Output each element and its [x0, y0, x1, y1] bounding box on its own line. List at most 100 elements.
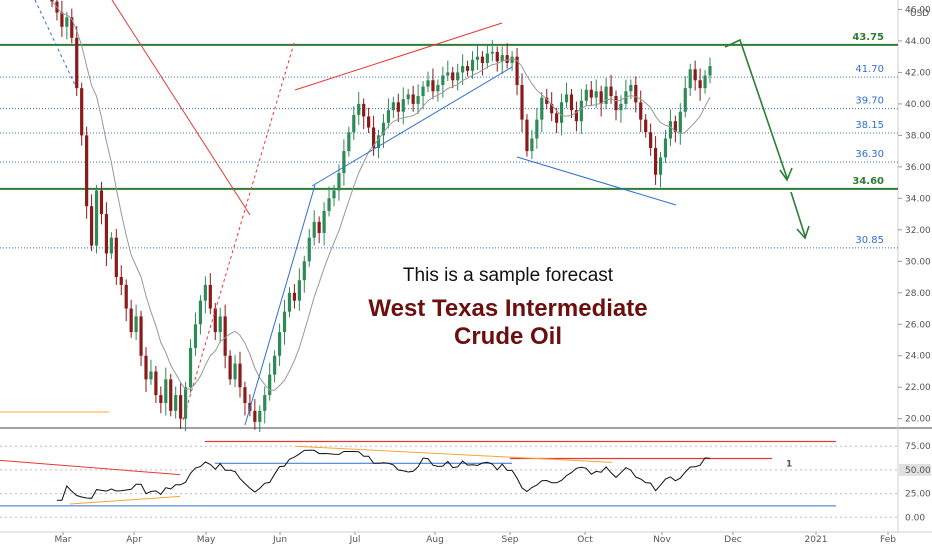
candle-body	[179, 395, 183, 419]
level-label-36.30: 36.30	[855, 149, 884, 160]
candle-body	[312, 221, 316, 238]
candle-body	[411, 94, 415, 104]
candle-body	[465, 66, 470, 71]
candle-body	[559, 102, 564, 123]
candle-body	[584, 89, 588, 101]
candle-body	[124, 284, 128, 309]
candle-body	[297, 280, 301, 301]
time-tick-label: Dec	[724, 535, 741, 545]
candle-body	[362, 103, 366, 117]
price-tick-label: 38.00	[905, 131, 931, 141]
price-tick-label: 22.00	[905, 383, 931, 393]
candle-body	[678, 111, 682, 133]
time-tick-label: Apr	[126, 535, 142, 545]
candle-body	[629, 85, 633, 92]
candle-body	[688, 69, 692, 89]
oscillator-annotation: 1	[786, 459, 792, 469]
candle-body	[60, 12, 64, 27]
time-tick-label: Sep	[502, 535, 519, 545]
candle-body	[233, 363, 237, 380]
candle-body	[579, 100, 583, 122]
level-label-30.85: 30.85	[855, 235, 884, 246]
candle-body	[555, 113, 559, 123]
candle-body	[134, 316, 138, 333]
candle-body	[441, 75, 445, 85]
candle-body	[203, 284, 207, 301]
candle-body	[104, 214, 109, 254]
candle-body	[80, 88, 84, 136]
candle-body	[658, 157, 663, 175]
candle-body	[456, 72, 460, 81]
candle-body	[391, 102, 395, 111]
candle-body	[639, 102, 643, 120]
candle-body	[500, 55, 504, 62]
candle-body	[302, 261, 306, 281]
level-label-39.70: 39.70	[855, 96, 884, 107]
candle-body	[604, 86, 608, 104]
time-tick-label: Nov	[653, 535, 671, 545]
candle-body	[530, 138, 534, 152]
candle-body	[188, 347, 193, 388]
candle-body	[367, 116, 371, 128]
forecast-arrow-1	[724, 38, 788, 179]
time-tick-label: Jun	[272, 535, 287, 545]
candle-body	[683, 88, 687, 112]
oscillator-red-trend	[0, 459, 181, 476]
chart-title-line2: Crude Oil	[454, 323, 562, 350]
candle-body	[644, 119, 648, 133]
chart-title-line1: West Texas Intermediate	[368, 295, 647, 322]
candle-body	[426, 80, 430, 87]
price-tick-label: 24.00	[905, 352, 931, 362]
candle-body	[70, 17, 74, 38]
price-tick-label: 26.00	[905, 320, 931, 330]
oscillator-line	[56, 449, 711, 501]
level-label-34.60: 34.60	[852, 176, 884, 187]
candle-body	[159, 395, 163, 403]
candle-body	[332, 190, 336, 199]
candle-body	[649, 132, 653, 148]
candle-body	[164, 379, 168, 403]
candle-body	[698, 80, 702, 89]
candle-body	[545, 97, 549, 104]
candle-body	[75, 37, 79, 89]
candle-body	[614, 96, 618, 111]
candle-body	[708, 66, 712, 76]
price-tick-label: 32.00	[905, 226, 931, 236]
trendline-red-down	[111, 0, 251, 216]
level-label-41.70: 41.70	[855, 64, 884, 75]
oscillator-current-label: 50.00	[905, 466, 931, 476]
price-axis-unit: USD	[910, 9, 929, 19]
candle-body	[114, 237, 118, 278]
candle-body	[703, 75, 707, 89]
candle-body	[174, 395, 178, 411]
candle-body	[99, 190, 104, 215]
price-tick-label: 28.00	[905, 289, 931, 299]
candle-body	[193, 324, 198, 348]
time-tick-label: Mar	[55, 535, 72, 545]
price-tick-label: 30.00	[905, 257, 931, 267]
channel-lower-line	[311, 66, 513, 187]
candle-body	[263, 395, 267, 411]
candle-body	[634, 85, 638, 103]
candle-body	[183, 387, 188, 419]
candle-body	[243, 387, 247, 403]
candle-body	[599, 91, 603, 104]
candle-body	[347, 132, 351, 152]
candle-body	[268, 374, 272, 396]
candle-body	[480, 56, 485, 63]
candle-body	[144, 355, 148, 380]
trendline-blue-dashed	[34, 0, 76, 86]
candle-body	[436, 85, 440, 92]
candle-body	[525, 119, 529, 152]
candle-body	[381, 122, 386, 136]
candle-body	[352, 114, 356, 133]
price-tick-label: 42.00	[905, 68, 931, 78]
candle-body	[386, 110, 391, 123]
candle-body	[258, 410, 262, 422]
candle-body	[238, 363, 242, 388]
candle-body	[342, 151, 346, 174]
moving-average-line	[51, 1, 711, 391]
forecast-note: This is a sample forecast	[403, 265, 614, 286]
price-tick-label: 36.00	[905, 163, 931, 173]
